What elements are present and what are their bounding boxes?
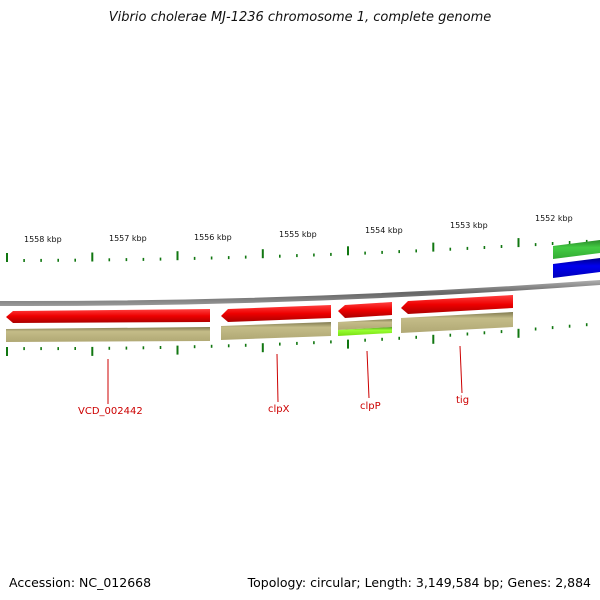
gene-block-vcd-002442 bbox=[6, 327, 210, 342]
cds-arrow-vcd-002442 bbox=[6, 309, 210, 323]
gene-label-tig: tig bbox=[456, 395, 469, 406]
gene-block-clpp-top bbox=[338, 319, 392, 330]
kbp-label: 1555 kbp bbox=[279, 230, 317, 239]
pointer-tig bbox=[459, 345, 463, 394]
track-green-feature bbox=[553, 240, 600, 259]
gene-label-clpx: clpX bbox=[268, 404, 290, 415]
gene-pointer-lines bbox=[107, 345, 463, 404]
kbp-label: 1556 kbp bbox=[194, 233, 232, 242]
kbp-labels: 1558 kbp 1557 kbp 1556 kbp 1555 kbp 1554… bbox=[24, 214, 573, 244]
gene-block-clpp-green bbox=[338, 327, 392, 336]
pointer-clpp bbox=[366, 350, 370, 399]
cds-arrow-clpx bbox=[221, 305, 331, 322]
map-title: Vibrio cholerae MJ-1236 chromosome 1, co… bbox=[108, 10, 492, 25]
gene-labels: VCD_002442 clpX clpP tig bbox=[78, 395, 469, 417]
kbp-label: 1552 kbp bbox=[535, 214, 573, 223]
accession-label: Accession: NC_012668 bbox=[9, 575, 152, 590]
gene-label-vcd-002442: VCD_002442 bbox=[78, 406, 143, 417]
kbp-label: 1558 kbp bbox=[24, 235, 62, 244]
gene-block-clpx bbox=[221, 322, 331, 340]
cds-arrow-tig bbox=[401, 295, 513, 314]
gene-label-clpp: clpP bbox=[360, 401, 381, 412]
kbp-label: 1557 kbp bbox=[109, 234, 147, 243]
chromosome-backbone bbox=[0, 280, 600, 307]
track-blue-feature bbox=[553, 258, 600, 278]
inner-tick-scale bbox=[6, 323, 588, 356]
outer-tick-scale bbox=[6, 238, 588, 262]
kbp-label: 1554 kbp bbox=[365, 226, 403, 235]
cds-arrow-clpp bbox=[338, 302, 392, 318]
genome-summary: Topology: circular; Length: 3,149,584 bp… bbox=[247, 575, 591, 590]
gene-block-tig bbox=[401, 312, 513, 333]
pointer-clpx bbox=[276, 353, 279, 403]
kbp-label: 1553 kbp bbox=[450, 221, 488, 230]
